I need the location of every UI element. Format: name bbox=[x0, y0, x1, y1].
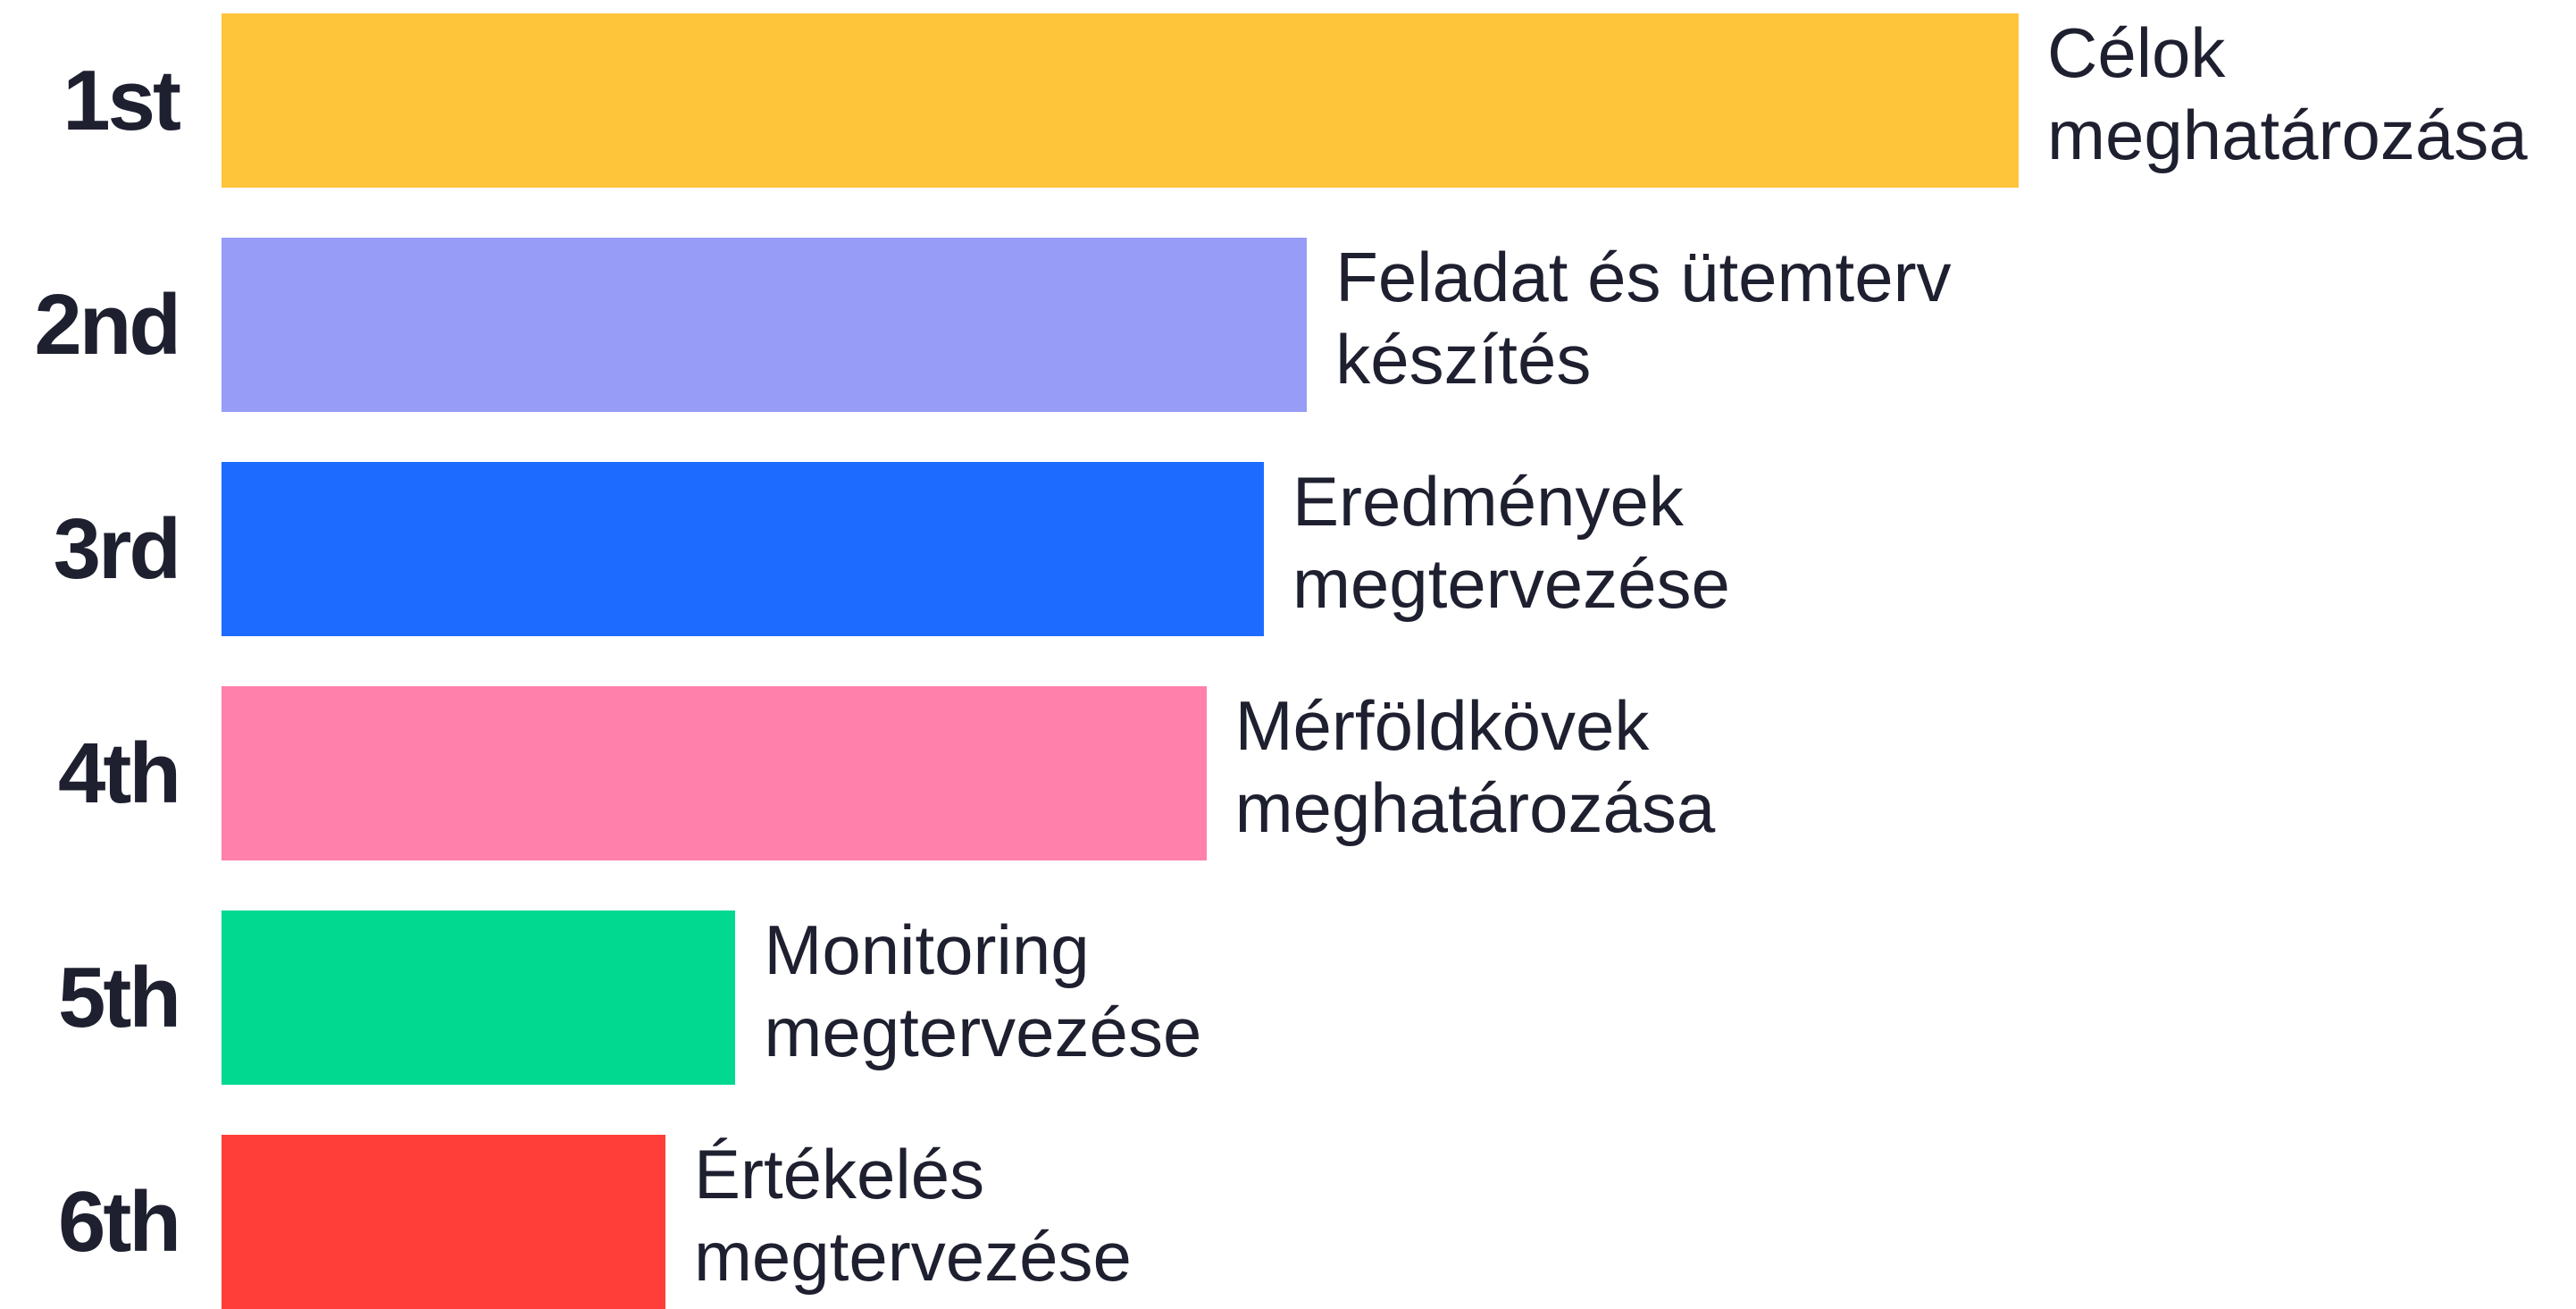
rank-label: 2nd bbox=[34, 276, 181, 373]
rank-label: 5th bbox=[58, 949, 181, 1045]
bar bbox=[222, 686, 1207, 860]
bar-label: Monitoring megtervezése bbox=[764, 910, 1202, 1071]
bar-label: Feladat és ütemterv készítés bbox=[1335, 237, 1952, 399]
bar bbox=[222, 462, 1264, 636]
bar-label: Mérföldkövek meghatározása bbox=[1234, 685, 1716, 847]
bar bbox=[222, 238, 1308, 412]
rank-label: 4th bbox=[58, 725, 181, 821]
rank-label: 3rd bbox=[53, 500, 181, 597]
bar bbox=[222, 1135, 665, 1309]
bar-label: Értékelés megtervezése bbox=[693, 1134, 1132, 1296]
bar-label: Eredmények megtervezése bbox=[1292, 461, 1730, 623]
rank-label: 1st bbox=[63, 52, 181, 148]
bar bbox=[222, 910, 736, 1085]
rank-label: 6th bbox=[58, 1173, 181, 1270]
bar bbox=[222, 13, 2019, 188]
bar-label: Célok meghatározása bbox=[2047, 13, 2528, 174]
